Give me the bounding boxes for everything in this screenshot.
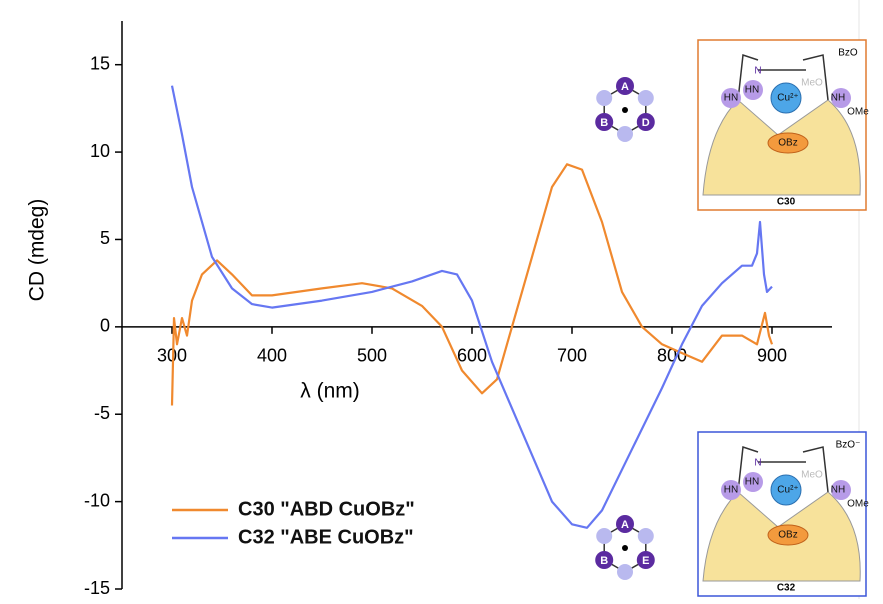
y-tick-label: -15 xyxy=(84,578,110,598)
inset-text: HN xyxy=(724,485,738,496)
site xyxy=(596,528,613,544)
benzoate xyxy=(767,524,809,546)
inset: N HN HN Cu²⁺ NH MeO OMe OBz BzO C30 xyxy=(697,39,869,211)
center xyxy=(622,545,628,551)
site-filled xyxy=(595,551,614,569)
amine xyxy=(831,480,851,500)
inset-text: N xyxy=(754,66,761,77)
amine xyxy=(721,88,741,108)
site-label: D xyxy=(642,117,650,129)
y-tick-label: 0 xyxy=(100,316,110,336)
site xyxy=(637,528,654,544)
amine xyxy=(831,88,851,108)
site-filled xyxy=(616,515,634,533)
site xyxy=(617,564,633,580)
center xyxy=(622,107,628,113)
inset-text: OMe xyxy=(847,499,869,510)
y-tick-label: 5 xyxy=(100,228,110,248)
inset-text: HN xyxy=(745,85,759,96)
site-label: E xyxy=(642,555,649,567)
site xyxy=(637,90,654,106)
site-label: B xyxy=(600,555,608,567)
y-tick-label: -10 xyxy=(84,490,110,510)
x-tick-label: 400 xyxy=(257,346,287,366)
y-tick-label: -5 xyxy=(94,403,110,423)
x-tick-label: 500 xyxy=(357,346,387,366)
inset-text: HN xyxy=(724,93,738,104)
site-label: A xyxy=(621,81,629,93)
site-filled xyxy=(636,551,655,569)
copper xyxy=(770,474,802,506)
legend-label: C32 "ABE CuOBz" xyxy=(238,526,414,548)
amine xyxy=(743,472,763,492)
x-tick-label: 900 xyxy=(757,346,787,366)
inset-text: NH xyxy=(831,93,845,104)
x-axis-label: λ (nm) xyxy=(300,380,360,403)
data-line xyxy=(170,85,773,529)
inset-label: C30 xyxy=(777,197,796,208)
inset-text: HN xyxy=(745,477,759,488)
inset-text: N xyxy=(754,458,761,469)
y-tick-label: 15 xyxy=(90,53,110,73)
inset-counterion: BzO⁻ xyxy=(836,440,861,451)
site xyxy=(596,90,613,106)
amine xyxy=(721,480,741,500)
inset-text: MeO xyxy=(801,78,823,89)
inset-text: OMe xyxy=(847,107,869,118)
inset-bonds xyxy=(737,53,829,101)
inset-label: C32 xyxy=(777,583,796,594)
inset-text: Cu²⁺ xyxy=(777,93,798,104)
site-filled xyxy=(636,113,655,131)
inset-text: OBz xyxy=(778,530,797,541)
y-tick-label: 10 xyxy=(90,141,110,161)
benzoate xyxy=(767,132,809,154)
legend-label: C30 "ABD CuOBz" xyxy=(238,498,415,520)
data-line xyxy=(170,163,774,406)
copper xyxy=(770,82,802,114)
site-label: A xyxy=(621,519,629,531)
inset-bonds xyxy=(737,445,829,493)
site xyxy=(617,126,633,142)
site-filled xyxy=(595,113,614,131)
inset-text: NH xyxy=(831,485,845,496)
inset: N HN HN Cu²⁺ NH MeO OMe OBz BzO⁻ C32 xyxy=(697,431,869,597)
site-filled xyxy=(616,77,634,95)
site-label: B xyxy=(600,117,608,129)
inset-text: Cu²⁺ xyxy=(777,485,798,496)
y-axis-label: CD (mdeg) xyxy=(26,199,49,302)
x-tick-label: 700 xyxy=(557,346,587,366)
x-tick-label: 300 xyxy=(157,346,187,366)
inset-text: MeO xyxy=(801,470,823,481)
x-tick-label: 600 xyxy=(457,346,487,366)
inset-text: OBz xyxy=(778,138,797,149)
inset-counterion: BzO xyxy=(838,48,858,59)
amine xyxy=(743,80,763,100)
